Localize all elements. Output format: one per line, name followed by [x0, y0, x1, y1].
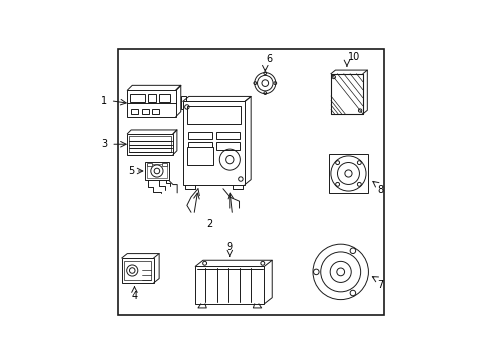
Bar: [146, 163, 151, 166]
Bar: [130, 94, 145, 102]
Bar: [162, 163, 167, 166]
Bar: [216, 132, 240, 139]
Bar: [181, 96, 185, 109]
Text: 5: 5: [128, 166, 134, 176]
Bar: [195, 266, 264, 304]
Bar: [187, 142, 211, 150]
Bar: [328, 153, 367, 193]
Bar: [127, 134, 173, 155]
Text: 7: 7: [377, 280, 383, 290]
Text: 2: 2: [205, 219, 212, 229]
Text: 8: 8: [377, 185, 383, 195]
Bar: [142, 109, 148, 114]
Bar: [152, 109, 159, 114]
Text: 3: 3: [102, 139, 108, 149]
Bar: [187, 132, 211, 139]
Bar: [127, 90, 175, 117]
Bar: [122, 258, 153, 283]
Bar: [148, 94, 156, 102]
Text: 10: 10: [347, 52, 360, 62]
Bar: [159, 94, 170, 102]
Text: 1: 1: [101, 96, 107, 106]
Text: 4: 4: [131, 291, 137, 301]
Text: 9: 9: [226, 243, 232, 252]
Bar: [131, 109, 138, 114]
Bar: [186, 147, 213, 165]
Text: 6: 6: [265, 54, 272, 64]
Bar: [330, 74, 362, 114]
Bar: [186, 105, 241, 123]
Bar: [129, 136, 170, 152]
Bar: [147, 164, 166, 178]
Bar: [183, 102, 244, 185]
Bar: [330, 74, 362, 114]
Bar: [216, 142, 240, 150]
Bar: [123, 261, 151, 280]
Bar: [145, 162, 168, 180]
